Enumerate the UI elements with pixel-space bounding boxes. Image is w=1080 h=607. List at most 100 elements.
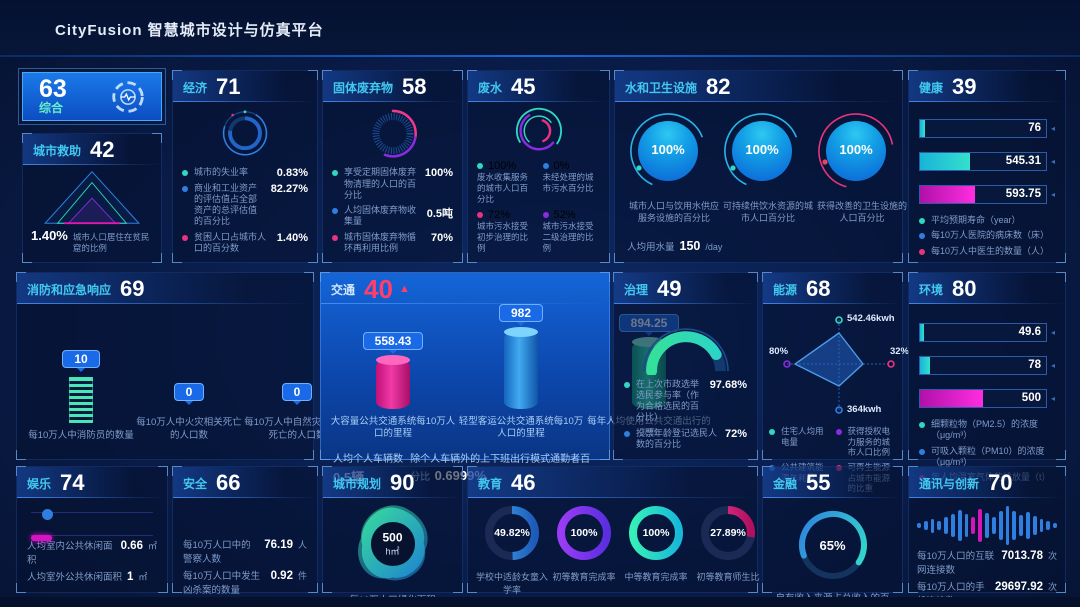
recreation-slider-outdoor[interactable] [31, 534, 153, 541]
recreation-slider-indoor[interactable] [31, 509, 153, 520]
app-title: CityFusion 智慧城市设计与仿真平台 [55, 22, 324, 39]
panel-economy[interactable]: 经济 71 城市的失业率 0.83% 商业和工业资产的评估值占全部资产的总评估值的… [172, 70, 318, 263]
value-bubble: 10 [62, 349, 100, 372]
stat-line: 每10万人口中发生凶杀案的数量 0.92 件 [183, 570, 307, 596]
composite-score-card[interactable]: 63 综合 [18, 68, 166, 125]
legend-dot [332, 234, 338, 241]
panel-score: 45 [511, 74, 536, 99]
value-bubble: 0 [173, 383, 205, 406]
fire-metric: 0 每10万人中火灾相关死亡的人口数 [136, 383, 242, 441]
panel-title: 金融 [773, 476, 798, 491]
panel-environment-header: 环境 80 [909, 273, 1065, 304]
health-bar: 545.31 ◂ [919, 152, 1055, 171]
panel-score: 69 [120, 276, 145, 301]
legend-dot [332, 170, 338, 177]
panel-solid-waste[interactable]: 固体废弃物 58 享受定期固体废弃物清理的人口的百分比 100% 人均固体废弃物收… [322, 70, 463, 263]
panel-fire-emergency[interactable]: 消防和应急响应 69 10 每10万人中消防员的数量 0 每10万人中火灾相关死… [16, 272, 350, 460]
legend-item: 获得授权电力服务的城市人口比例 [835, 426, 897, 458]
legend-item: 每10万人医院的病床数（床） [919, 230, 1055, 241]
panel-health[interactable]: 健康 39 76 ◂ 545.31 ◂ 593.75 ◂ 平均预期寿命（year） 每… [908, 70, 1066, 263]
panel-score: 40 [364, 274, 393, 304]
panel-energy-header: 能源 68 [763, 273, 902, 304]
wastewater-rings-chart [515, 107, 562, 154]
panel-governance[interactable]: 治理 49 在上次市政选举选民参与率（作为合格选民的百分比） 97.68% 投票年… [613, 272, 758, 460]
legend-item: 细颗粒物（PM2.5）的浓度（μg/m³） [919, 419, 1055, 442]
panel-transport[interactable]: 交通 40 ▲ 558.43 大容量公共交通系统每10万人口的里程 982 轻型… [320, 272, 711, 485]
environment-bar: 49.6 ◂ [919, 323, 1055, 342]
panel-title: 交通 [331, 282, 356, 297]
panel-title: 能源 [773, 282, 798, 297]
panel-title: 城市救助 [33, 143, 82, 158]
finance-donut-chart: 65% [790, 502, 876, 588]
panel-planning-header: 城市规划 90 [323, 467, 462, 498]
legend-item: 住宅人均用电量 [769, 426, 830, 458]
energy-axis-right: 32% [889, 346, 909, 357]
cylinder-bar [376, 355, 410, 409]
legend-item: 贫困人口占城市人口的百分数 1.40% [182, 232, 308, 255]
education-donut: 49.82% 学校中适龄女童入学率 [476, 504, 548, 596]
water-consumption-stat: 人均用水量 150 /day [627, 239, 723, 253]
legend-item: 商业和工业资产的评估值占全部资产的总评估值的百分比 82.27% [182, 183, 308, 228]
legend-item: 投票年龄登记选民人数的百分比 72% [624, 428, 747, 451]
water-gauge: 100% 城市人口与饮用水供应服务设施的百分比 [627, 110, 721, 224]
environment-bar: 78 ◂ [919, 356, 1055, 375]
health-bar: 76 ◂ [919, 119, 1055, 138]
transport-metric: 558.43 大容量公共交通系统每10万人口的里程 [330, 332, 456, 440]
panel-score: 49 [657, 276, 682, 301]
legend-item: 可吸入颗粒（PM10）的浓度（μg/m³） [919, 446, 1055, 469]
energy-radar-chart: 542.46kwh 80% 32% 364kwh [769, 306, 909, 424]
panel-score: 82 [706, 74, 731, 99]
liquid-ball [638, 121, 698, 181]
rescue-stat-value: 1.40% [31, 227, 68, 243]
health-bar: 593.75 ◂ [919, 185, 1055, 204]
panel-score: 39 [952, 74, 977, 99]
fire-metric: 10 每10万人中消防员的数量 [28, 349, 134, 441]
legend-item: 72% 城市污水接受初步治理的比例 [477, 208, 529, 253]
bar-end-marker: ◂ [1050, 394, 1055, 403]
panel-water-sanitation[interactable]: 水和卫生设施 82 100% 城市人口与饮用水供应服务设施的百分比 [614, 70, 907, 263]
panel-urban-planning[interactable]: 城市规划 90 500 h㎡ 每10万人口绿化面积 [322, 466, 463, 606]
gauge-ring [818, 113, 894, 189]
panel-solid-waste-header: 固体废弃物 58 [323, 71, 462, 102]
legend-item: 人均固体废弃物收集量 0.5吨 [332, 205, 453, 228]
trend-up-icon: ▲ [398, 283, 410, 295]
panel-recreation[interactable]: 娱乐 74 人均室内公共休闲面积 0.66 ㎡ 人均室外公共休闲面积 1 ㎡ [16, 466, 168, 593]
panel-title: 治理 [624, 282, 649, 297]
gauge-ring [724, 113, 800, 189]
app-header: CityFusion 智慧城市设计与仿真平台 [0, 0, 1080, 57]
striped-bar [69, 376, 93, 423]
bar-end-marker: ◂ [1050, 361, 1055, 370]
energy-axis-top: 542.46kwh [847, 313, 895, 324]
panel-energy[interactable]: 能源 68 542.46kwh 80% 32% 364kwh [762, 272, 909, 493]
legend-item: 城市固体废弃物循环再利用比例 70% [332, 232, 453, 255]
legend-dot [182, 185, 188, 192]
governance-gauge-chart [642, 328, 729, 375]
education-donuts: 49.82% 学校中适龄女童入学率 100% 初等教育完成率 [476, 504, 760, 596]
panel-title: 通讯与创新 [919, 476, 980, 491]
footer-bar [0, 597, 1080, 607]
planning-blob-chart: 500 h㎡ [345, 498, 441, 590]
panel-wastewater[interactable]: 废水 45 100% 废水收集服务的城市人口百分比 0% 未经处理的城市污水百分比 … [467, 70, 610, 263]
panel-economy-header: 经济 71 [173, 71, 317, 102]
legend-item: 每10万人中医生的数量（人） [919, 246, 1055, 257]
planning-center-value: 500 h㎡ [382, 530, 403, 557]
panel-education[interactable]: 教育 46 49.82% 学校中适龄女童入学率 [467, 466, 760, 596]
panel-safety[interactable]: 安全 66 每10万人口中的警察人数 76.19 人 每10万人口中发生凶杀案的数量… [172, 466, 318, 596]
panel-score: 66 [216, 470, 241, 495]
panel-environment[interactable]: 环境 80 49.6 ◂ 78 ◂ 500 ◂ 细颗粒物（PM2.5）的浓度（μg/m… [908, 272, 1066, 482]
panel-rescue[interactable]: 城市救助 42 1.40% 城市人口居住在贫民窟的比例 [22, 133, 162, 263]
environment-bar: 500 ◂ [919, 389, 1055, 408]
panel-score: 71 [216, 74, 241, 99]
slider-handle[interactable] [41, 509, 53, 520]
panel-score: 46 [511, 470, 536, 495]
panel-finance[interactable]: 金融 55 65% 自有收入来源占总收入的百分比 [762, 466, 903, 604]
panel-score: 90 [390, 470, 415, 495]
stat-line: 每10万人口的互联网连接数 7013.78 次 [917, 550, 1057, 576]
rescue-triangle-chart [44, 170, 140, 225]
legend-item: 在上次市政选举选民参与率（作为合格选民的百分比） 97.68% [624, 379, 747, 424]
water-gauges: 100% 城市人口与饮用水供应服务设施的百分比 100% 可持续供饮水资源的城市… [627, 110, 907, 224]
bar-end-marker: ◂ [1050, 157, 1055, 166]
cylinder-bar [504, 327, 538, 409]
value-bubble: 558.43 [362, 332, 424, 354]
